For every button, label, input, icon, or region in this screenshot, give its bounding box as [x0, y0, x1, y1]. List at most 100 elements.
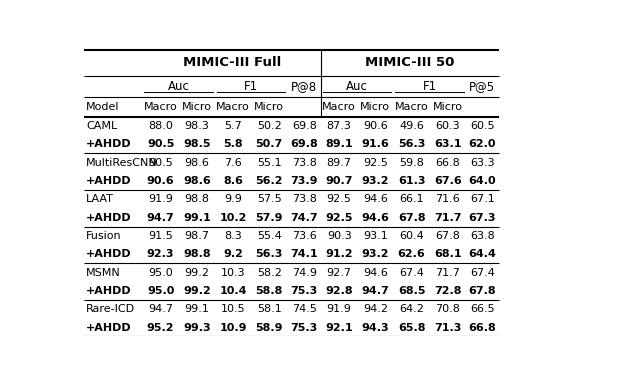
Text: MSMN: MSMN [86, 268, 121, 277]
Text: 95.0: 95.0 [148, 268, 173, 277]
Text: Macro: Macro [395, 102, 428, 112]
Text: 73.6: 73.6 [292, 231, 317, 241]
Text: 75.3: 75.3 [291, 286, 318, 296]
Text: 5.7: 5.7 [224, 121, 242, 131]
Text: 9.9: 9.9 [224, 194, 242, 204]
Text: Macro: Macro [323, 102, 356, 112]
Text: 92.5: 92.5 [325, 212, 353, 223]
Text: 95.0: 95.0 [147, 286, 174, 296]
Text: 95.2: 95.2 [147, 322, 174, 333]
Text: 88.0: 88.0 [148, 121, 173, 131]
Text: +AHDD: +AHDD [86, 176, 132, 186]
Text: 10.3: 10.3 [221, 268, 245, 277]
Text: MIMIC-III 50: MIMIC-III 50 [365, 56, 454, 69]
Text: 69.8: 69.8 [291, 139, 318, 149]
Text: 67.6: 67.6 [434, 176, 461, 186]
Text: 99.2: 99.2 [184, 268, 209, 277]
Text: 91.2: 91.2 [325, 249, 353, 259]
Text: 9.2: 9.2 [223, 249, 243, 259]
Text: 58.9: 58.9 [255, 322, 283, 333]
Text: 89.1: 89.1 [325, 139, 353, 149]
Text: 94.7: 94.7 [362, 286, 389, 296]
Text: 61.3: 61.3 [398, 176, 426, 186]
Text: 99.2: 99.2 [183, 286, 211, 296]
Text: Auc: Auc [168, 80, 189, 93]
Text: 98.6: 98.6 [184, 158, 209, 167]
Text: 10.9: 10.9 [220, 322, 247, 333]
Text: 66.8: 66.8 [468, 322, 496, 333]
Text: 64.0: 64.0 [468, 176, 496, 186]
Text: 94.7: 94.7 [148, 304, 173, 314]
Text: 71.7: 71.7 [435, 268, 460, 277]
Text: 67.4: 67.4 [470, 268, 495, 277]
Text: 66.8: 66.8 [435, 158, 460, 167]
Text: 67.3: 67.3 [468, 212, 496, 223]
Text: 93.2: 93.2 [362, 249, 389, 259]
Text: 50.7: 50.7 [255, 139, 283, 149]
Text: 91.9: 91.9 [148, 194, 173, 204]
Text: 10.5: 10.5 [221, 304, 245, 314]
Text: 50.2: 50.2 [257, 121, 282, 131]
Text: 92.7: 92.7 [326, 268, 351, 277]
Text: 67.8: 67.8 [468, 286, 496, 296]
Text: 65.8: 65.8 [398, 322, 426, 333]
Text: 71.3: 71.3 [434, 322, 461, 333]
Text: 94.3: 94.3 [362, 322, 389, 333]
Text: 98.7: 98.7 [184, 231, 209, 241]
Text: Macro: Macro [216, 102, 250, 112]
Text: Rare-ICD: Rare-ICD [86, 304, 135, 314]
Text: 94.6: 94.6 [363, 268, 388, 277]
Text: F1: F1 [422, 80, 436, 93]
Text: Macro: Macro [144, 102, 177, 112]
Text: F1: F1 [244, 80, 258, 93]
Text: 93.2: 93.2 [362, 176, 389, 186]
Text: 89.7: 89.7 [326, 158, 351, 167]
Text: 60.3: 60.3 [435, 121, 460, 131]
Text: 94.7: 94.7 [147, 212, 175, 223]
Text: LAAT: LAAT [86, 194, 114, 204]
Text: 90.3: 90.3 [327, 231, 351, 241]
Text: 58.1: 58.1 [257, 304, 282, 314]
Text: 94.6: 94.6 [362, 212, 389, 223]
Text: 56.3: 56.3 [398, 139, 425, 149]
Text: 91.9: 91.9 [327, 304, 351, 314]
Text: Auc: Auc [346, 80, 368, 93]
Text: 70.8: 70.8 [435, 304, 460, 314]
Text: 64.2: 64.2 [399, 304, 424, 314]
Text: 60.4: 60.4 [399, 231, 424, 241]
Text: 10.4: 10.4 [220, 286, 247, 296]
Text: 94.6: 94.6 [363, 194, 388, 204]
Text: CAML: CAML [86, 121, 117, 131]
Text: 66.5: 66.5 [470, 304, 495, 314]
Text: +AHDD: +AHDD [86, 286, 132, 296]
Text: MultiResCNN: MultiResCNN [86, 158, 157, 167]
Text: 59.8: 59.8 [399, 158, 424, 167]
Text: 55.4: 55.4 [257, 231, 282, 241]
Text: 8.6: 8.6 [223, 176, 243, 186]
Text: 57.9: 57.9 [255, 212, 283, 223]
Text: 99.1: 99.1 [184, 304, 209, 314]
Text: P@5: P@5 [469, 80, 495, 93]
Text: 90.7: 90.7 [325, 176, 353, 186]
Text: +AHDD: +AHDD [86, 249, 132, 259]
Text: 57.5: 57.5 [257, 194, 282, 204]
Text: 92.1: 92.1 [325, 322, 353, 333]
Text: 67.8: 67.8 [435, 231, 460, 241]
Text: 91.5: 91.5 [148, 231, 173, 241]
Text: 90.6: 90.6 [363, 121, 388, 131]
Text: 8.3: 8.3 [224, 231, 242, 241]
Text: 63.1: 63.1 [434, 139, 461, 149]
Text: +AHDD: +AHDD [86, 322, 132, 333]
Text: 10.2: 10.2 [220, 212, 246, 223]
Text: 66.1: 66.1 [399, 194, 424, 204]
Text: +AHDD: +AHDD [86, 212, 132, 223]
Text: 74.1: 74.1 [291, 249, 318, 259]
Text: 49.6: 49.6 [399, 121, 424, 131]
Text: 92.3: 92.3 [147, 249, 174, 259]
Text: 91.6: 91.6 [362, 139, 389, 149]
Text: Fusion: Fusion [86, 231, 122, 241]
Text: 58.2: 58.2 [257, 268, 282, 277]
Text: 5.8: 5.8 [223, 139, 243, 149]
Text: 7.6: 7.6 [224, 158, 242, 167]
Text: 73.8: 73.8 [292, 158, 317, 167]
